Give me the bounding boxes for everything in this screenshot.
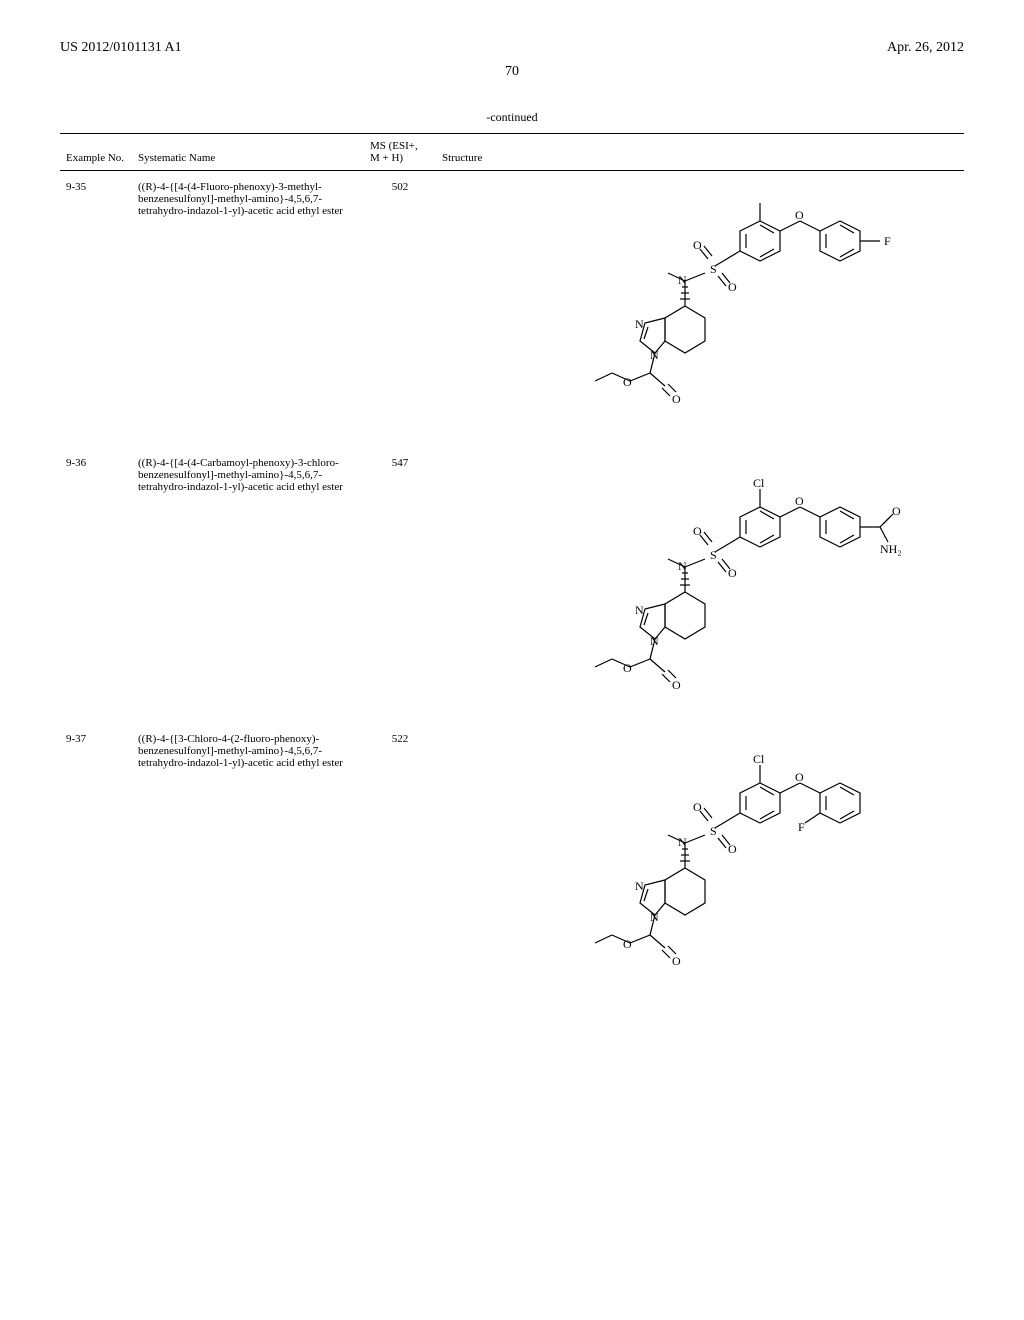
continued-label: -continued xyxy=(60,110,964,125)
atom-label: O xyxy=(795,494,804,508)
structure-diagram-9-35: F O S O O N N N O O xyxy=(490,181,910,441)
table-row: 9-37 ((R)-4-{[3-Chloro-4-(2-fluoro-pheno… xyxy=(60,725,964,1001)
atom-label: O xyxy=(728,842,737,856)
header-rule xyxy=(60,170,964,171)
atom-label: O xyxy=(693,800,702,814)
table-row: 9-35 ((R)-4-{[4-(4-Fluoro-phenoxy)-3-met… xyxy=(60,173,964,449)
col-header-ms: MS (ESI+, M + H) xyxy=(364,136,436,168)
structure-cell: Cl O O NH₂ S O O N N N O O xyxy=(436,449,964,725)
atom-label: S xyxy=(710,548,717,562)
atom-label: O xyxy=(623,375,632,389)
systematic-name: ((R)-4-{[4-(4-Fluoro-phenoxy)-3-methyl-b… xyxy=(132,173,364,449)
atom-label: N xyxy=(678,559,687,573)
atom-label: S xyxy=(710,262,717,276)
ms-value: 502 xyxy=(364,173,436,449)
col-header-structure: Structure xyxy=(436,136,964,168)
example-no: 9-37 xyxy=(60,725,132,1001)
atom-label: N xyxy=(650,910,659,924)
atom-label: O xyxy=(623,937,632,951)
patent-number: US 2012/0101131 A1 xyxy=(60,40,182,56)
atom-label: F xyxy=(798,820,805,834)
col-header-example: Example No. xyxy=(60,136,132,168)
atom-label: N xyxy=(650,348,659,362)
structure-cell: Cl O F S O O N N N O O xyxy=(436,725,964,1001)
structure-cell: F O S O O N N N O O xyxy=(436,173,964,449)
atom-label: O xyxy=(672,678,681,692)
atom-label: O xyxy=(892,504,901,518)
atom-label: S xyxy=(710,824,717,838)
ms-value: 547 xyxy=(364,449,436,725)
patent-date: Apr. 26, 2012 xyxy=(887,40,964,56)
atom-label: O xyxy=(728,280,737,294)
page-number: 70 xyxy=(60,64,964,80)
atom-label: O xyxy=(795,770,804,784)
structure-diagram-9-37: Cl O F S O O N N N O O xyxy=(490,733,910,993)
table-row: 9-36 ((R)-4-{[4-(4-Carbamoyl-phenoxy)-3-… xyxy=(60,449,964,725)
atom-label: F xyxy=(884,234,891,248)
atom-label: N xyxy=(650,634,659,648)
atom-label: O xyxy=(728,566,737,580)
systematic-name: ((R)-4-{[4-(4-Carbamoyl-phenoxy)-3-chlor… xyxy=(132,449,364,725)
systematic-name: ((R)-4-{[3-Chloro-4-(2-fluoro-phenoxy)-b… xyxy=(132,725,364,1001)
atom-label: N xyxy=(635,317,644,331)
page-header: US 2012/0101131 A1 Apr. 26, 2012 xyxy=(60,40,964,56)
atom-label: N xyxy=(678,835,687,849)
example-no: 9-36 xyxy=(60,449,132,725)
atom-label: O xyxy=(672,954,681,968)
example-no: 9-35 xyxy=(60,173,132,449)
atom-label: N xyxy=(635,879,644,893)
atom-label: N xyxy=(678,273,687,287)
col-header-name: Systematic Name xyxy=(132,136,364,168)
atom-label: O xyxy=(693,524,702,538)
top-rule xyxy=(60,133,964,134)
atom-label: Cl xyxy=(753,752,765,766)
atom-label: O xyxy=(693,238,702,252)
atom-label: O xyxy=(672,392,681,406)
atom-label: O xyxy=(795,208,804,222)
atom-label: NH₂ xyxy=(880,542,902,556)
compound-table: Example No. Systematic Name MS (ESI+, M … xyxy=(60,136,964,1001)
ms-value: 522 xyxy=(364,725,436,1001)
atom-label: O xyxy=(623,661,632,675)
structure-diagram-9-36: Cl O O NH₂ S O O N N N O O xyxy=(480,457,920,717)
atom-label: N xyxy=(635,603,644,617)
atom-label: Cl xyxy=(753,476,765,490)
